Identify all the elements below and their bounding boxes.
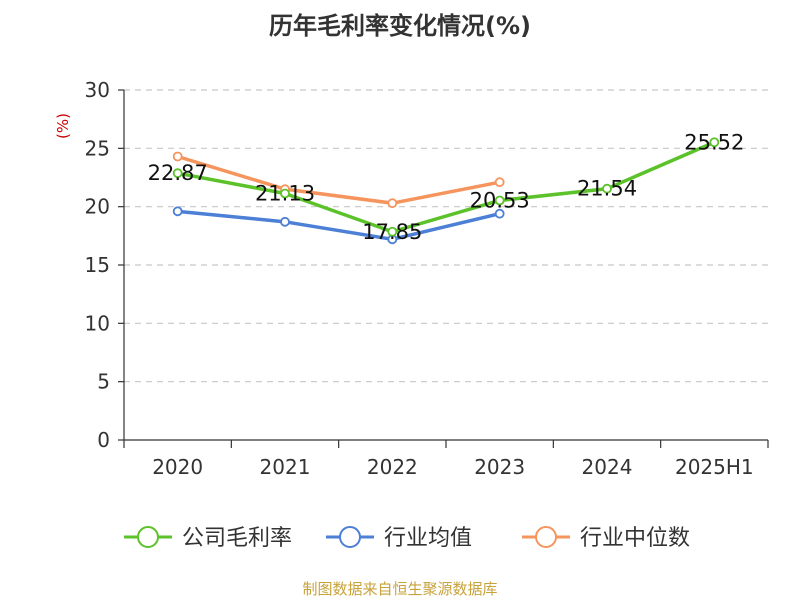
data-point — [494, 177, 505, 188]
data-label: 20.53 — [470, 188, 530, 212]
data-label: 25.52 — [684, 130, 744, 154]
y-tick-label: 20 — [85, 195, 110, 219]
legend-label: 公司毛利率 — [182, 526, 292, 551]
data-point — [602, 183, 612, 194]
x-tick-label: 2021 — [260, 455, 311, 479]
data-point — [172, 151, 183, 162]
y-tick-label: 10 — [85, 311, 110, 335]
series-line — [175, 154, 502, 205]
grid-lines — [124, 89, 768, 383]
y-tick-label: 25 — [85, 136, 110, 160]
y-tick-label: 15 — [85, 253, 110, 277]
series-lines — [172, 137, 720, 245]
data-label: 21.54 — [577, 177, 637, 201]
y-tick-label: 30 — [85, 78, 110, 102]
data-point — [387, 198, 398, 209]
legend-label: 行业均值 — [384, 526, 472, 551]
legend-marker — [535, 526, 557, 548]
x-tick-label: 2025H1 — [675, 455, 754, 479]
data-point — [709, 137, 720, 148]
source-note: 制图数据来自恒生聚源数据库 — [302, 580, 498, 598]
series-line — [175, 209, 502, 242]
data-label: 17.85 — [362, 220, 422, 244]
data-point — [280, 216, 290, 227]
data-point — [387, 226, 398, 237]
legend-item[interactable]: 行业中位数 — [522, 526, 690, 551]
data-point — [280, 188, 290, 199]
data-point — [494, 195, 505, 206]
legend[interactable]: 公司毛利率 行业均值 行业中位数 — [124, 526, 690, 551]
data-labels: 22.87 21.13 17.85 20.53 21.54 25.52 — [148, 130, 745, 243]
data-label: 21.13 — [255, 181, 315, 205]
y-tick-label: 0 — [97, 428, 110, 452]
legend-marker — [137, 526, 159, 548]
legend-marker — [339, 526, 361, 548]
x-tick-label: 2023 — [474, 455, 525, 479]
x-tick-label: 2024 — [582, 455, 633, 479]
data-point — [172, 206, 183, 217]
axes: 0 5 10 15 20 25 30 (%) 2020 2021 2022 2023 2024 2025H… — [54, 78, 769, 479]
legend-label: 行业中位数 — [580, 526, 690, 551]
legend-item[interactable]: 公司毛利率 — [124, 526, 292, 551]
data-label: 22.87 — [148, 161, 208, 185]
y-tick-label: 5 — [97, 370, 110, 394]
series-line — [175, 140, 717, 234]
chart-title: 历年毛利率变化情况(%) — [269, 12, 531, 40]
y-axis-label: (%) — [54, 113, 72, 139]
data-point — [172, 168, 183, 179]
data-point — [494, 208, 505, 219]
x-tick-label: 2020 — [152, 455, 203, 479]
x-tick-label: 2022 — [367, 455, 418, 479]
legend-item[interactable]: 行业均值 — [326, 526, 472, 551]
